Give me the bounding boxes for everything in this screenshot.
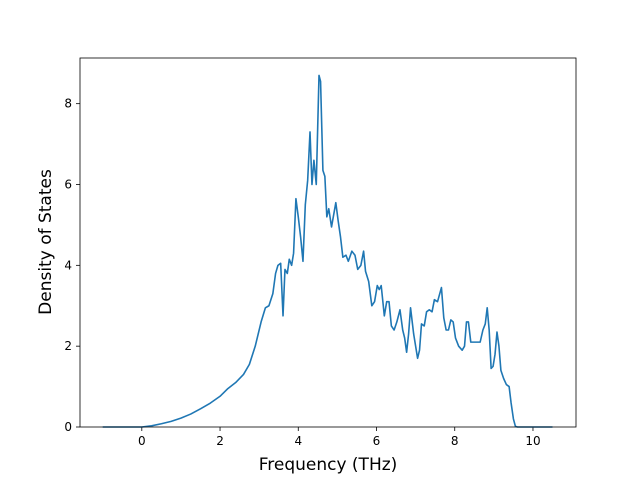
x-tick-label: 0 xyxy=(138,434,146,448)
x-tick-label: 4 xyxy=(294,434,302,448)
x-axis-label: Frequency (THz) xyxy=(259,455,398,475)
y-tick-label: 0 xyxy=(64,420,72,434)
y-tick-label: 6 xyxy=(64,178,72,192)
y-tick-label: 8 xyxy=(64,97,72,111)
x-tick-label: 8 xyxy=(451,434,459,448)
x-tick-label: 6 xyxy=(373,434,381,448)
y-tick-label: 2 xyxy=(64,339,72,353)
plot-frame xyxy=(79,57,577,428)
x-tick-label: 10 xyxy=(525,434,540,448)
x-tick-label: 2 xyxy=(216,434,224,448)
y-axis-label: Density of States xyxy=(36,169,56,315)
y-tick-label: 4 xyxy=(64,258,72,272)
line-series xyxy=(102,74,553,428)
